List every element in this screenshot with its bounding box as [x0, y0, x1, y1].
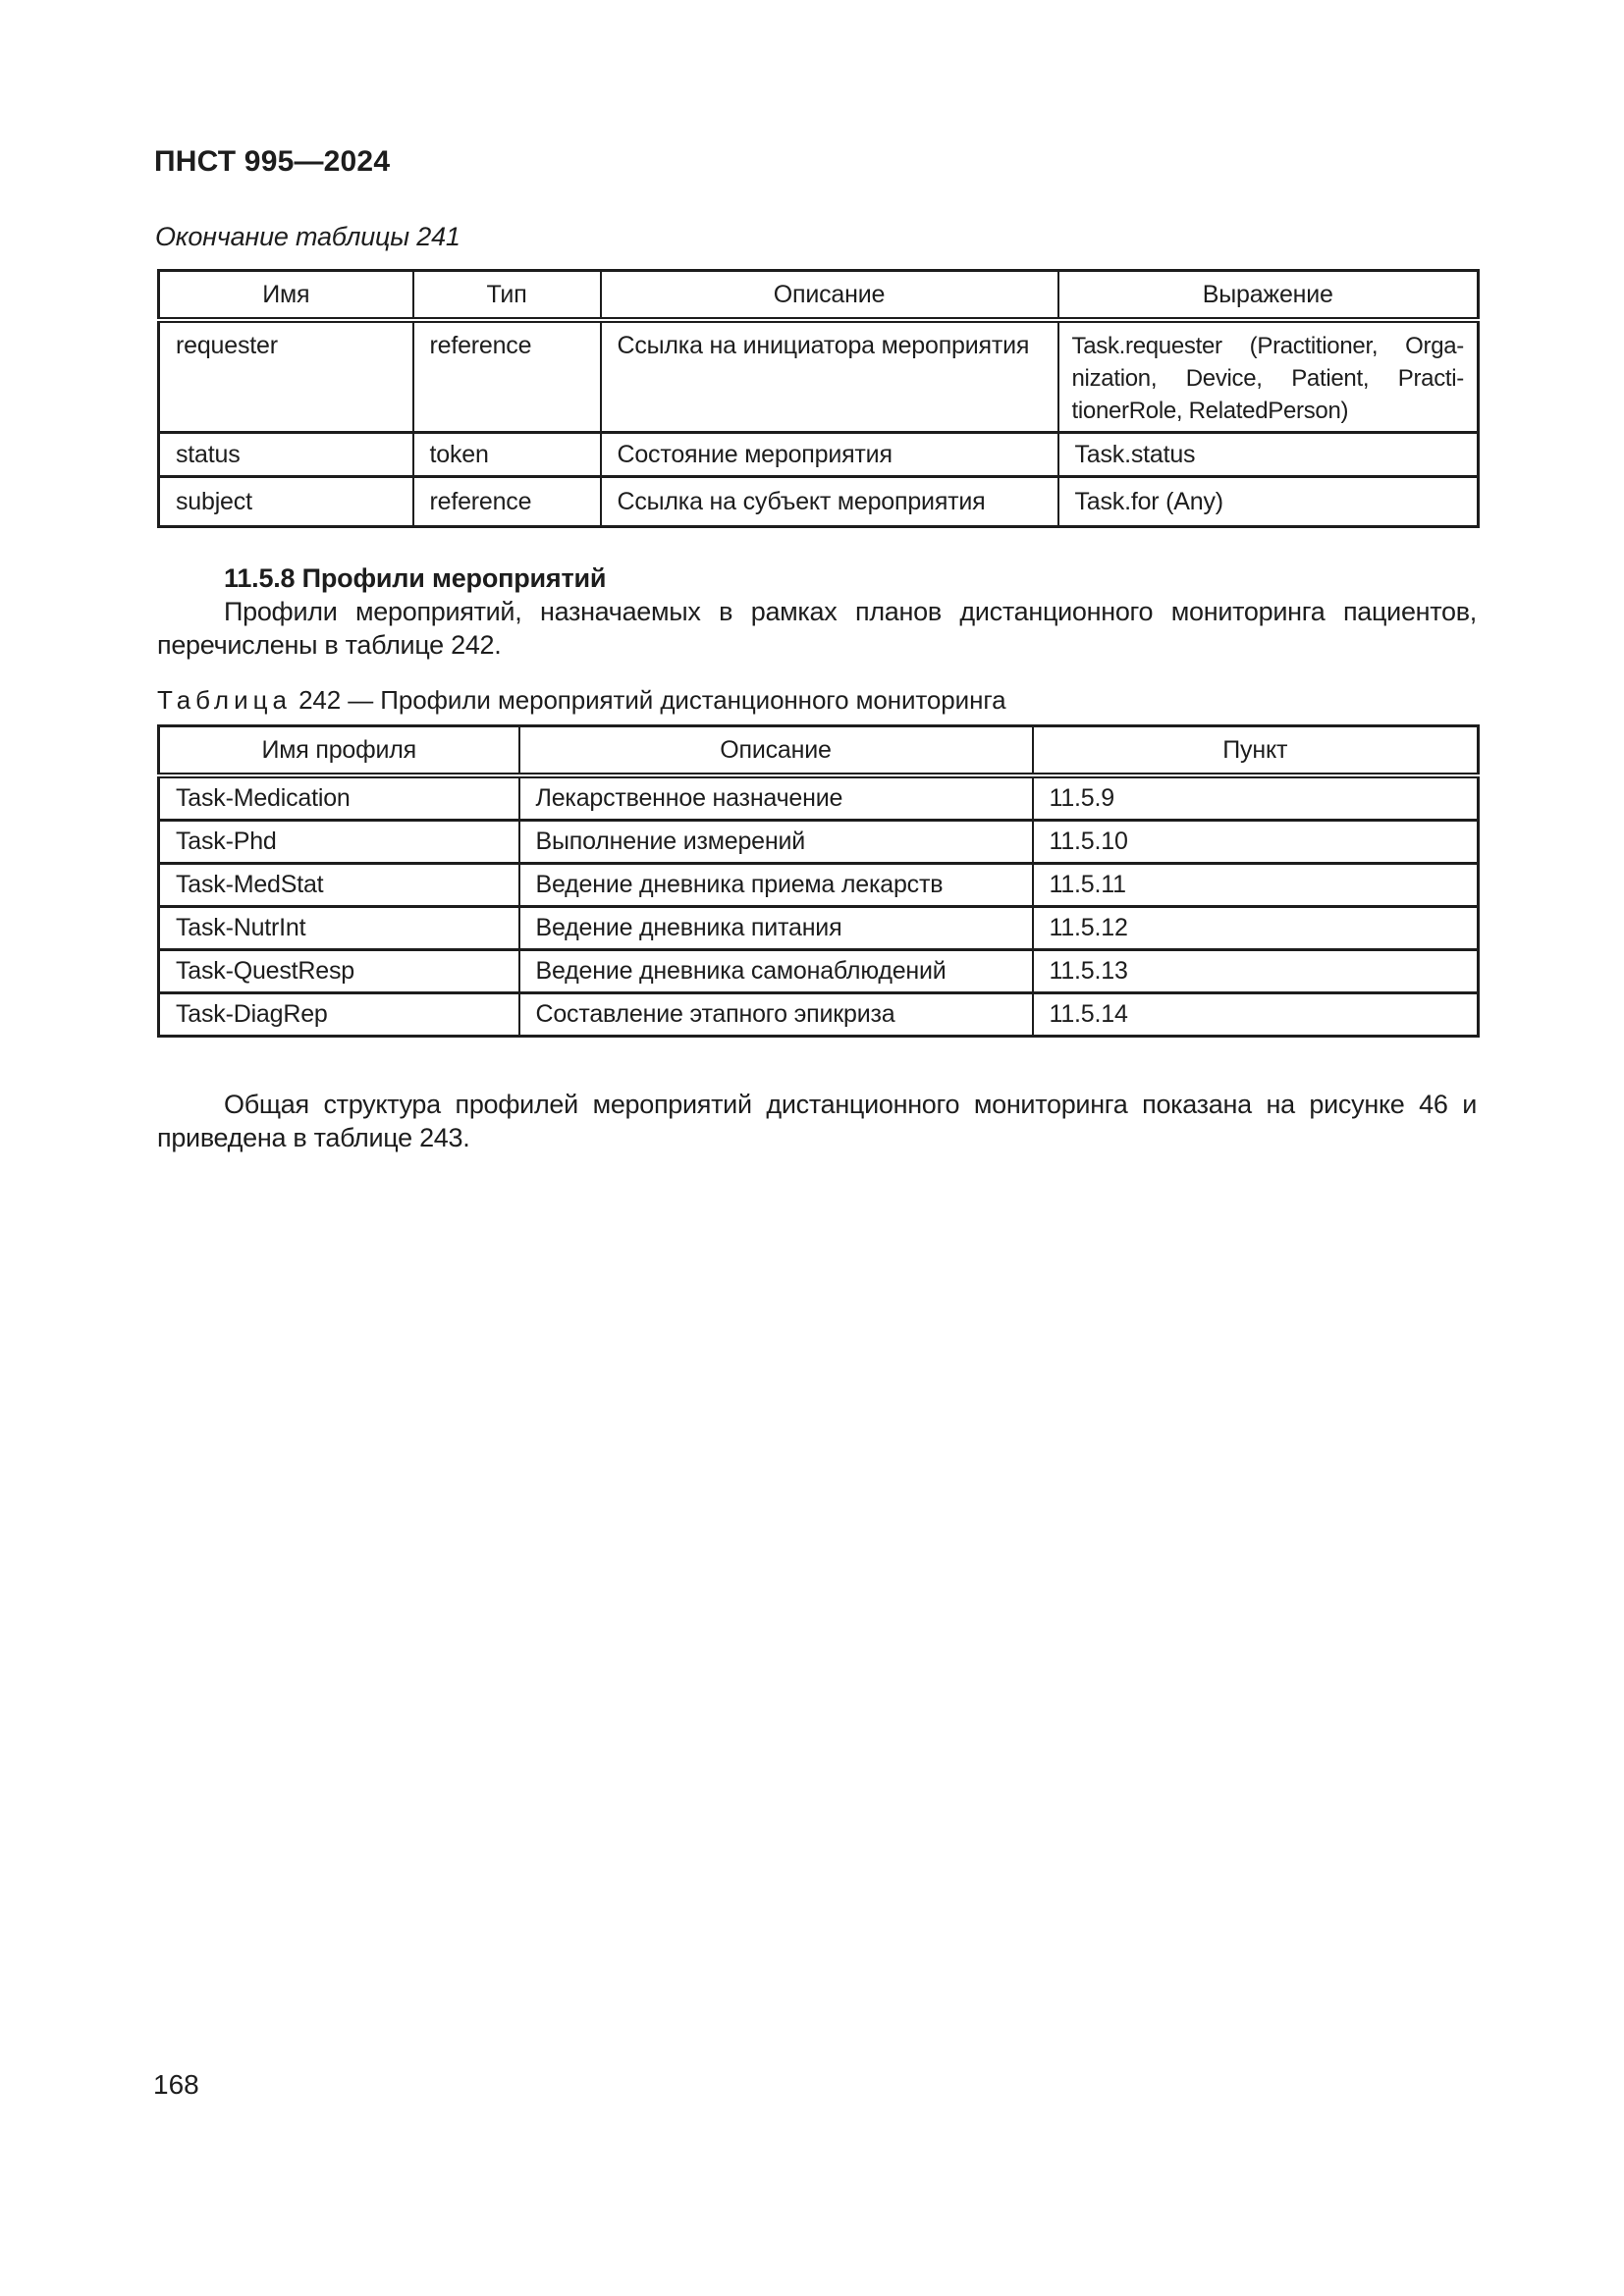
cell-type: token	[411, 431, 602, 478]
table242-caption-word: Таблица	[157, 685, 292, 715]
cell-clause: 11.5.9	[1031, 774, 1480, 822]
cell-description: Ссылка на инициатора мероприятия	[599, 318, 1059, 434]
expression-line: tionerRole, RelatedPerson)	[1071, 398, 1349, 424]
expression-line: nization, Device, Patient, Practi-	[1071, 365, 1465, 392]
cell-expression: Task.status	[1056, 431, 1480, 478]
section-heading: 11.5.8 Профили мероприятий	[224, 563, 607, 593]
table242-header-description: Описание	[517, 724, 1034, 778]
table242-caption: Таблица 242 — Профили мероприятий дистан…	[157, 685, 1006, 716]
table-row: subject reference Ссылка на субъект меро…	[157, 475, 1480, 528]
table242-header-profile: Имя профиля	[157, 724, 520, 778]
table242-caption-title: 242 — Профили мероприятий дистанционного…	[291, 685, 1006, 715]
table-242: Имя профиля Описание Пункт Task-Medicati…	[157, 724, 1480, 1038]
table-row: Task-Phd Выполнение измерений 11.5.10	[157, 819, 1480, 865]
cell-clause: 11.5.11	[1031, 862, 1480, 908]
cell-clause: 11.5.14	[1031, 991, 1480, 1038]
table241-header-name: Имя	[157, 269, 414, 323]
cell-description: Выполнение измерений	[517, 819, 1034, 865]
table-row: requester reference Ссылка на инициатора…	[157, 318, 1480, 434]
body-paragraph: Профили мероприятий, назначаемых в рамка…	[157, 597, 1477, 660]
table-row: Task-QuestResp Ведение дневника самонабл…	[157, 948, 1480, 994]
cell-description: Состояние мероприятия	[599, 431, 1059, 478]
cell-description: Лекарственное назначение	[517, 774, 1034, 822]
cell-name: requester	[157, 318, 414, 434]
cell-description: Составление этапного эпикриза	[517, 991, 1034, 1038]
cell-description: Ведение дневника питания	[517, 905, 1034, 951]
expression-line: Task.requester (Practitioner, Orga-	[1071, 333, 1465, 359]
table242-header-clause: Пункт	[1031, 724, 1480, 778]
cell-profile: Task-QuestResp	[157, 948, 520, 994]
cell-expression: Task.for (Any)	[1056, 475, 1480, 528]
body-paragraph: Общая структура профилей мероприятий дис…	[157, 1090, 1477, 1152]
table241-continuation-caption: Окончание таблицы 241	[155, 222, 460, 251]
page-number: 168	[153, 2069, 199, 2100]
cell-clause: 11.5.10	[1031, 819, 1480, 865]
cell-name: status	[157, 431, 414, 478]
cell-description: Ведение дневника самонаблюдений	[517, 948, 1034, 994]
cell-profile: Task-NutrInt	[157, 905, 520, 951]
cell-expression: Task.requester (Practitioner, Orga- niza…	[1056, 318, 1480, 434]
table242-header-row: Имя профиля Описание Пункт	[157, 724, 1480, 778]
table-row: Task-MedStat Ведение дневника приема лек…	[157, 862, 1480, 908]
table-row: Task-NutrInt Ведение дневника питания 11…	[157, 905, 1480, 951]
table241-header-description: Описание	[599, 269, 1059, 323]
cell-clause: 11.5.12	[1031, 905, 1480, 951]
table-row: Task-Medication Лекарственное назначение…	[157, 774, 1480, 822]
cell-description: Ведение дневника приема лекарств	[517, 862, 1034, 908]
cell-profile: Task-MedStat	[157, 862, 520, 908]
cell-name: subject	[157, 475, 414, 528]
table241-header-type: Тип	[411, 269, 602, 323]
table241-header-row: Имя Тип Описание Выражение	[157, 269, 1480, 323]
cell-profile: Task-DiagRep	[157, 991, 520, 1038]
table-241: Имя Тип Описание Выражение requester ref…	[157, 269, 1480, 528]
doc-code: ПНСТ 995—2024	[154, 145, 391, 178]
table241-header-expression: Выражение	[1056, 269, 1480, 323]
cell-type: reference	[411, 318, 602, 434]
cell-profile: Task-Phd	[157, 819, 520, 865]
table-row: Task-DiagRep Составление этапного эпикри…	[157, 991, 1480, 1038]
cell-clause: 11.5.13	[1031, 948, 1480, 994]
cell-type: reference	[411, 475, 602, 528]
cell-description: Ссылка на субъект мероприятия	[599, 475, 1059, 528]
cell-profile: Task-Medication	[157, 774, 520, 822]
table-row: status token Состояние мероприятия Task.…	[157, 431, 1480, 478]
